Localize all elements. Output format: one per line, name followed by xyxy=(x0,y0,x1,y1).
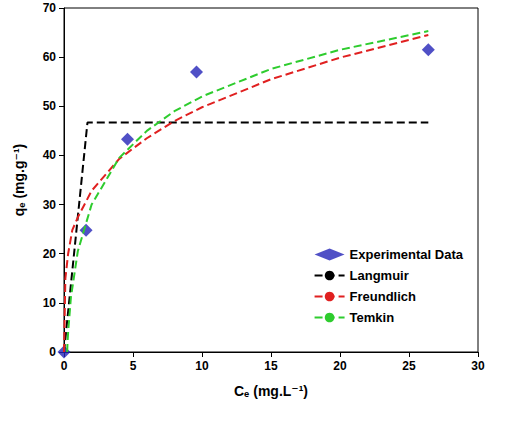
svg-text:5: 5 xyxy=(130,359,137,373)
svg-text:20: 20 xyxy=(333,359,347,373)
svg-text:70: 70 xyxy=(43,1,57,15)
svg-text:30: 30 xyxy=(43,198,57,212)
svg-text:Cₑ (mg.L⁻¹): Cₑ (mg.L⁻¹) xyxy=(234,383,308,399)
svg-text:0: 0 xyxy=(61,359,68,373)
svg-text:qₑ (mg.g⁻¹): qₑ (mg.g⁻¹) xyxy=(11,144,27,217)
svg-text:50: 50 xyxy=(43,99,57,113)
svg-text:10: 10 xyxy=(195,359,209,373)
svg-text:20: 20 xyxy=(43,247,57,261)
svg-text:Langmuir: Langmuir xyxy=(350,268,409,283)
svg-text:10: 10 xyxy=(43,296,57,310)
svg-text:15: 15 xyxy=(264,359,278,373)
svg-text:60: 60 xyxy=(43,50,57,64)
svg-text:Temkin: Temkin xyxy=(350,310,395,325)
svg-text:25: 25 xyxy=(402,359,416,373)
svg-text:40: 40 xyxy=(43,148,57,162)
svg-text:0: 0 xyxy=(49,345,56,359)
svg-text:Freundlich: Freundlich xyxy=(350,289,417,304)
svg-text:Experimental Data: Experimental Data xyxy=(350,247,464,262)
svg-text:30: 30 xyxy=(471,359,485,373)
